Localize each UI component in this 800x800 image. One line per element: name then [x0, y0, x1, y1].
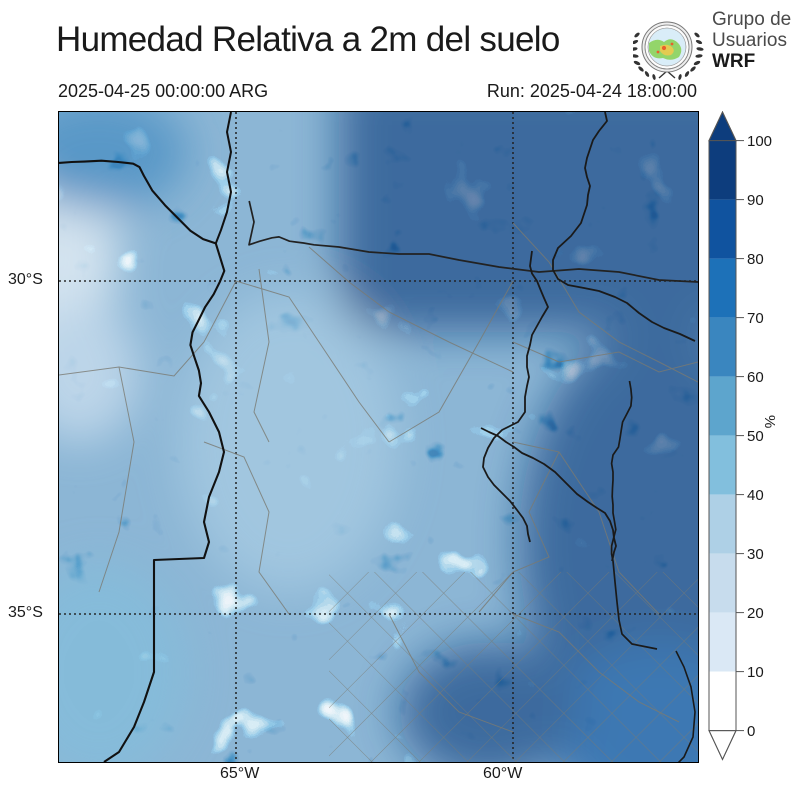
svg-text:10: 10	[747, 664, 764, 681]
svg-text:40: 40	[747, 487, 764, 504]
svg-text:30: 30	[747, 546, 764, 563]
svg-text:90: 90	[747, 192, 764, 209]
svg-text:100: 100	[747, 133, 772, 150]
svg-text:20: 20	[747, 605, 764, 622]
svg-text:0: 0	[747, 723, 755, 740]
svg-text:50: 50	[747, 428, 764, 445]
svg-text:80: 80	[747, 251, 764, 268]
svg-text:70: 70	[747, 310, 764, 327]
svg-text:60: 60	[747, 369, 764, 386]
